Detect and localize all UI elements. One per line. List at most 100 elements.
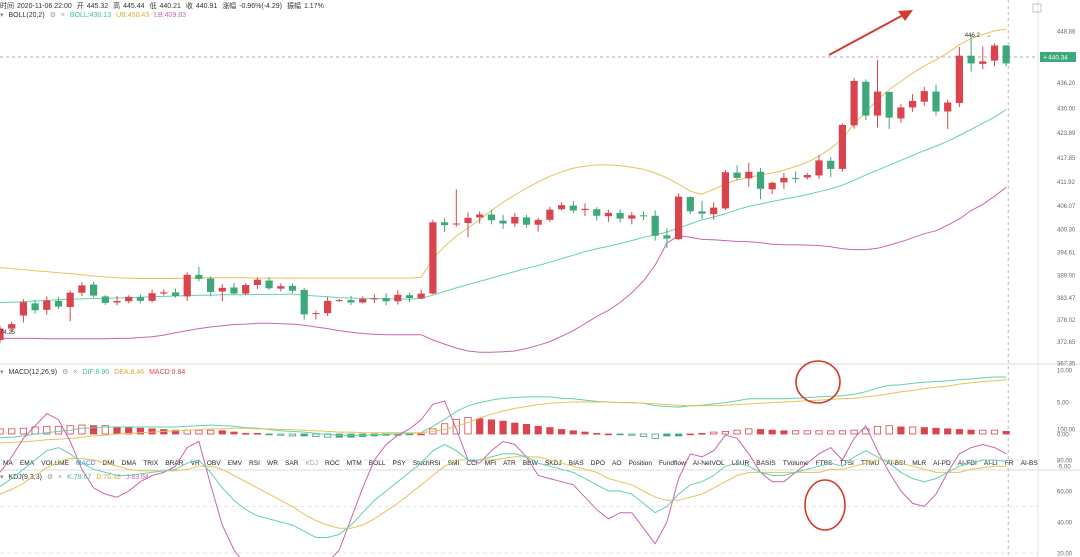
macd-histogram-bar: [792, 430, 800, 435]
price-tick-label: 417.85: [1057, 156, 1076, 162]
macd-histogram-bar: [815, 430, 823, 435]
fullscreen-icon[interactable]: [1032, 3, 1042, 13]
indicator-ai-fdi[interactable]: AI-FDI: [957, 460, 977, 467]
candle-body: [546, 209, 554, 220]
macd-histogram-bar: [1002, 431, 1010, 435]
indicator-ai-li[interactable]: AI-LI: [983, 460, 998, 467]
indicator-tvolume[interactable]: TVolume: [782, 460, 809, 467]
candle-body: [850, 80, 858, 126]
price-tick-label: 394.61: [1057, 250, 1076, 256]
indicator-sar[interactable]: SAR: [284, 460, 299, 467]
close-icon[interactable]: ×: [58, 474, 63, 481]
macd-histogram-bar: [885, 425, 893, 435]
indicator-ftbs[interactable]: FTBS: [815, 460, 833, 467]
indicator-ai-pd[interactable]: AI-PD: [933, 460, 951, 467]
add-alert-icon[interactable]: +: [1043, 55, 1047, 62]
indicator-psy[interactable]: PSY: [392, 460, 406, 467]
settings-gear-icon[interactable]: ⚙: [49, 12, 56, 19]
candle-body: [54, 300, 63, 307]
indicator-ema[interactable]: EMA: [19, 460, 35, 467]
indicator-atr[interactable]: ATR: [503, 460, 516, 467]
candle-body: [616, 212, 624, 219]
indicator-ao[interactable]: AO: [612, 460, 622, 467]
kdj-name: KDJ(9,3,3): [8, 474, 42, 481]
macd-histogram-bar: [499, 420, 507, 435]
candle-body: [499, 220, 507, 224]
indicator-fundflow[interactable]: Fundflow: [659, 460, 686, 467]
indicator-ma[interactable]: MA: [3, 460, 13, 467]
change-value: -0.96%(-4.29): [239, 3, 282, 10]
indicator-wr[interactable]: WR: [266, 460, 278, 467]
candle-body: [792, 177, 800, 179]
collapse-triangle-icon[interactable]: ▾: [0, 474, 4, 481]
macd-name: MACD(12,26,9): [8, 369, 58, 376]
kdj-tick-label: 60.00: [1057, 490, 1073, 496]
macd-histogram-bar: [230, 431, 238, 435]
macd-histogram-bar: [710, 431, 718, 435]
annotation-arrow: [828, 13, 906, 56]
candle-body: [242, 285, 250, 294]
candle-body: [909, 100, 917, 108]
candle-body: [944, 102, 952, 112]
settings-gear-icon[interactable]: ⚙: [62, 369, 69, 376]
collapse-triangle-icon[interactable]: ▾: [0, 12, 4, 19]
low-value: 440.21: [159, 3, 181, 10]
settings-gear-icon[interactable]: ⚙: [46, 474, 54, 481]
indicator-ai-bst[interactable]: AI-BST: [1020, 460, 1038, 467]
macd-histogram-bar: [0, 428, 4, 435]
indicator-ai-netvol[interactable]: AI-NetVOL: [692, 460, 725, 467]
indicator-kdj[interactable]: KDJ: [305, 460, 319, 467]
indicator-obv[interactable]: OBV: [206, 460, 221, 467]
macd-histogram-bar: [300, 433, 308, 437]
candle-body: [838, 124, 846, 169]
candle-body: [675, 196, 683, 239]
indicator-vr[interactable]: VR: [190, 460, 200, 467]
macd-histogram-bar: [90, 425, 98, 435]
indicator-boll[interactable]: BOLL: [368, 460, 386, 467]
price-tick-label: 430.00: [1057, 106, 1076, 112]
indicator-mfi[interactable]: MFI: [484, 460, 497, 467]
indicator-trix[interactable]: TRIX: [143, 460, 159, 467]
candle-body: [31, 303, 39, 311]
macd-histogram-bar: [277, 433, 285, 436]
indicator-emv[interactable]: EMV: [227, 460, 242, 467]
close-icon[interactable]: ×: [73, 369, 78, 376]
collapse-triangle-icon[interactable]: ▾: [0, 369, 4, 376]
indicator-roc[interactable]: ROC: [325, 460, 340, 467]
ohlc-info-line: 时间 2020-11-06 22:00 开 445.32 高 445.44 低 440.…: [0, 1, 327, 11]
indicator-mtm[interactable]: MTM: [346, 460, 362, 467]
candle-body: [125, 296, 133, 302]
indicator-macd[interactable]: MACD: [76, 460, 96, 467]
indicator-ai-bsi[interactable]: AI-BSI: [886, 460, 906, 467]
indicator-stochrsi[interactable]: StochRSI: [412, 460, 441, 467]
close-icon[interactable]: ×: [60, 12, 65, 19]
indicator-fr[interactable]: FR: [1004, 460, 1014, 467]
indicator-rsi[interactable]: RSI: [248, 460, 260, 467]
indicator-smi[interactable]: SMI: [447, 460, 460, 467]
macd-tick-label: 0.00: [1057, 433, 1069, 439]
indicator-mlr[interactable]: MLR: [912, 460, 927, 467]
indicator-ttmu[interactable]: TTMU: [860, 460, 880, 467]
candle-body: [66, 292, 74, 307]
candle-body: [452, 223, 460, 225]
candle-body: [476, 214, 484, 218]
indicator-position[interactable]: Position: [628, 460, 652, 467]
indicator-cci[interactable]: CCI: [466, 460, 478, 467]
indicator-dma[interactable]: DMA: [121, 460, 137, 467]
macd-histogram-bar: [405, 433, 414, 436]
boll-lb-value: LB:409.83: [154, 12, 187, 19]
boll-legend: ▾ BOLL(20,2) ⚙ × BOLL:430.13 UB:450.43 L…: [0, 11, 189, 19]
macd-histogram-bar: [932, 427, 940, 435]
indicator-skdj[interactable]: SKDJ: [544, 460, 562, 467]
candle-body: [347, 300, 355, 303]
macd-tick-label: -5.00: [1057, 465, 1071, 471]
indicator-ttsi[interactable]: TTSI: [839, 460, 854, 467]
indicator-dpo[interactable]: DPO: [590, 460, 605, 467]
macd-histogram-bar: [113, 426, 121, 435]
indicator-bias[interactable]: BIAS: [568, 460, 584, 467]
indicator-brar[interactable]: BRAR: [165, 460, 184, 467]
indicator-basis[interactable]: BASIS: [756, 460, 776, 467]
macd-histogram-bar: [979, 429, 987, 435]
candle-body: [686, 197, 694, 212]
